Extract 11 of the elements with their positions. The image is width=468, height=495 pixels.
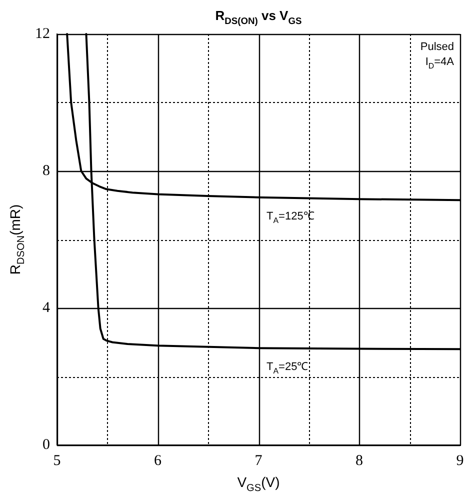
x-tick-label: 7 xyxy=(254,452,263,469)
y-tick-label: 0 xyxy=(42,436,50,453)
x-tick-label: 6 xyxy=(154,452,162,469)
x-tick-label: 5 xyxy=(53,452,61,469)
y-tick-label: 4 xyxy=(42,300,50,316)
x-tick-label: 9 xyxy=(456,452,464,469)
y-tick-label: 12 xyxy=(35,26,50,42)
y-tick-label: 8 xyxy=(42,162,50,179)
x-tick-label: 8 xyxy=(356,452,363,469)
y-axis-title: RDSON(mR) xyxy=(7,204,28,275)
annotation: Pulsed xyxy=(420,41,454,53)
